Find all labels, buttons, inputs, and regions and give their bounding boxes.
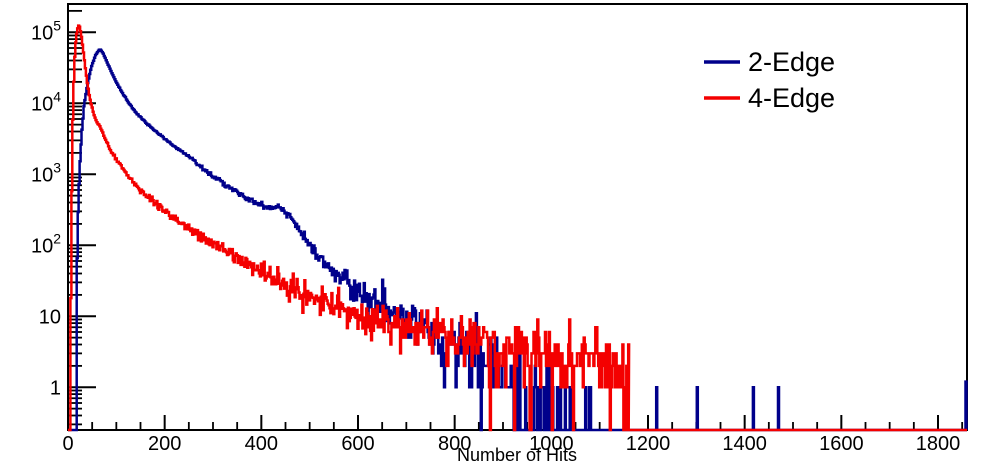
y-tick-label: 105 <box>31 17 61 44</box>
x-tick-label: 1600 <box>819 433 864 455</box>
x-tick-label: 1400 <box>722 433 767 455</box>
y-tick-label: 102 <box>31 230 61 257</box>
x-tick-label: 0 <box>62 433 73 455</box>
histogram-series <box>68 24 968 432</box>
x-tick-label: 400 <box>245 433 278 455</box>
series-4-edge <box>68 24 967 432</box>
x-tick-label: 1000 <box>529 433 574 455</box>
y-tick-label: 10 <box>39 306 61 328</box>
x-tick-label: 200 <box>148 433 181 455</box>
x-tick-label: 1800 <box>916 433 961 455</box>
x-tick-label: 800 <box>438 433 471 455</box>
x-axis-title: Number of Hits <box>457 445 577 465</box>
y-tick-label: 1 <box>50 377 61 399</box>
legend: 2-Edge 4-Edge <box>704 47 835 113</box>
y-tick-label: 103 <box>31 159 61 186</box>
x-tick-label: 600 <box>341 433 374 455</box>
axis-tick-labels: 0 200 400 600 800 1000 1200 1400 1600 1800 1 10 102 1… <box>31 17 960 455</box>
series-2-edge <box>68 48 968 432</box>
x-tick-label: 1200 <box>626 433 671 455</box>
legend-label-2edge: 2-Edge <box>748 47 835 77</box>
legend-label-4edge: 4-Edge <box>748 83 835 113</box>
y-tick-label: 104 <box>31 88 61 115</box>
